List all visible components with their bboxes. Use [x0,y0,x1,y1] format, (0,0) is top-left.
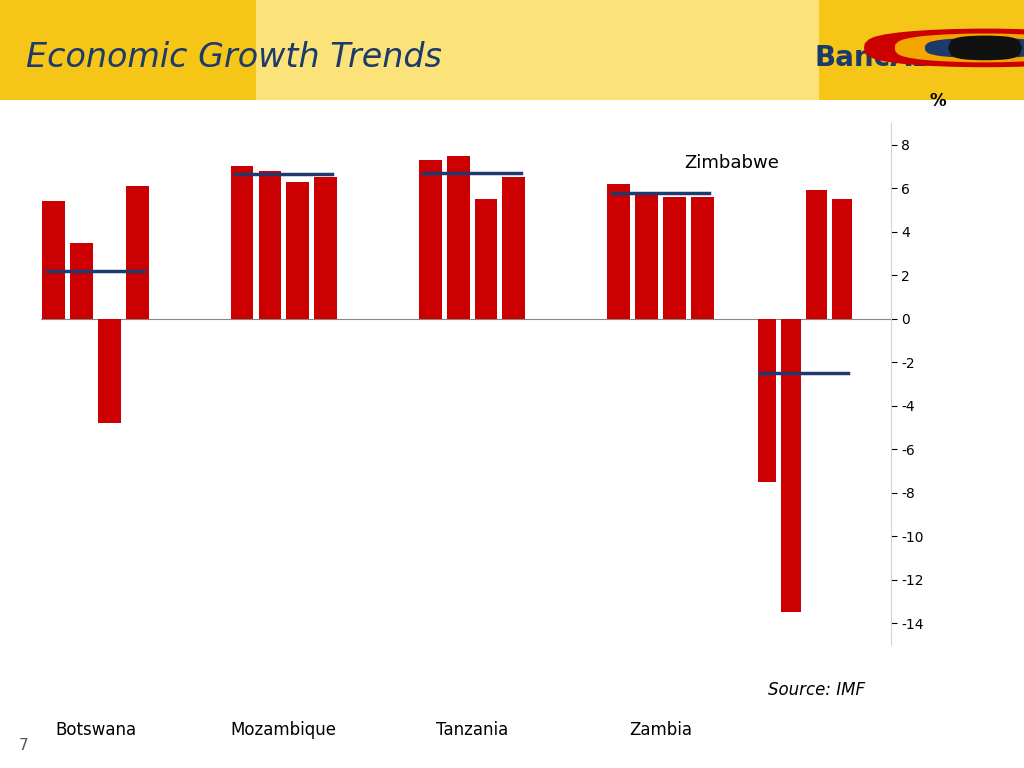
Text: Source: IMF: Source: IMF [768,681,865,699]
Text: BancABC: BancABC [814,44,953,72]
Bar [230,167,254,319]
Bar [419,160,441,319]
Bar [258,170,282,319]
Text: Botswana: Botswana [55,721,136,740]
Bar [806,190,827,319]
Bar [126,186,148,319]
Bar [446,155,470,319]
Bar [635,194,657,319]
Bar [287,181,309,319]
Text: %: % [929,92,946,110]
Bar [607,184,630,319]
Text: Economic Growth Trends: Economic Growth Trends [26,41,441,74]
Bar [98,319,121,423]
Bar [474,199,498,319]
Bar [819,0,1024,100]
Bar [755,319,776,482]
Bar [780,319,802,613]
Bar [831,199,852,319]
Text: Zambia: Zambia [629,721,692,740]
Bar [691,197,714,319]
Text: 7: 7 [18,737,28,753]
Bar [314,177,337,319]
Text: Zimbabwe: Zimbabwe [684,154,779,172]
Bar [71,243,93,319]
Bar [503,177,525,319]
Text: Mozambique: Mozambique [230,721,337,740]
Text: Tanzania: Tanzania [436,721,508,740]
Bar [256,0,819,100]
Legend: —Average...: —Average... [334,762,494,768]
Bar [663,197,686,319]
Bar [42,201,66,319]
